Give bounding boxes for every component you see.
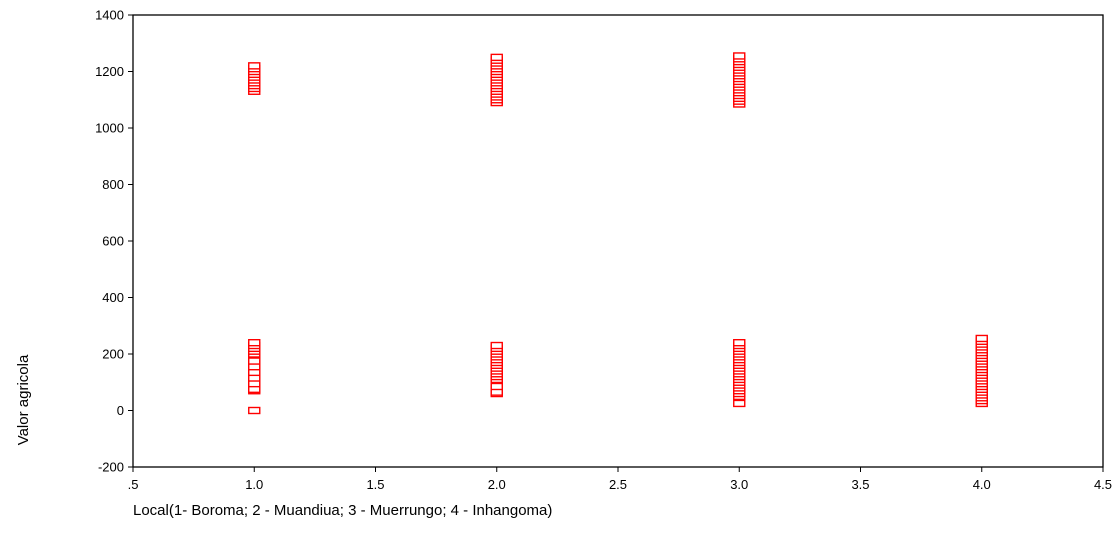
- data-point: [733, 339, 746, 347]
- y-axis: -200 0 200 400 600 800 1000 1200 1400: [95, 8, 133, 475]
- x-tick-label: 2.5: [609, 477, 627, 492]
- x-axis-title: Local(1- Boroma; 2 - Muandiua; 3 - Muerr…: [133, 502, 552, 519]
- x-tick-label: .5: [128, 477, 139, 492]
- data-point: [248, 339, 261, 347]
- y-tick-label: 200: [102, 347, 124, 362]
- y-tick-label: 400: [102, 290, 124, 305]
- x-tick-label: 3.0: [730, 477, 748, 492]
- y-tick-label: 1200: [95, 64, 124, 79]
- x-tick-label: 1.5: [366, 477, 384, 492]
- x-tick-label: 4.0: [973, 477, 991, 492]
- y-tick-label: -200: [98, 460, 124, 475]
- y-axis-title: Valor agricola: [15, 354, 32, 445]
- y-tick-label: 1000: [95, 121, 124, 136]
- x-tick-label: 2.0: [488, 477, 506, 492]
- data-point: [248, 357, 261, 365]
- data-points: [248, 52, 988, 415]
- x-tick-label: 3.5: [851, 477, 869, 492]
- y-tick-label: 0: [117, 403, 124, 418]
- x-tick-label: 1.0: [245, 477, 263, 492]
- plot-border: [132, 14, 1104, 468]
- x-axis: .5 1.0 1.5 2.0 2.5 3.0 3.5 4.0 4.5: [128, 467, 1112, 492]
- plot-frame: [132, 14, 1104, 468]
- y-tick-label: 1400: [95, 8, 124, 23]
- data-point: [975, 334, 988, 343]
- data-point: [490, 341, 503, 350]
- data-point: [490, 53, 503, 62]
- y-tick-label: 600: [102, 234, 124, 249]
- x-tick-label: 4.5: [1094, 477, 1112, 492]
- data-point: [733, 399, 746, 408]
- data-point: [733, 52, 746, 60]
- y-tick-label: 800: [102, 177, 124, 192]
- data-point: [248, 406, 261, 415]
- data-point: [490, 382, 503, 391]
- data-point: [248, 62, 261, 70]
